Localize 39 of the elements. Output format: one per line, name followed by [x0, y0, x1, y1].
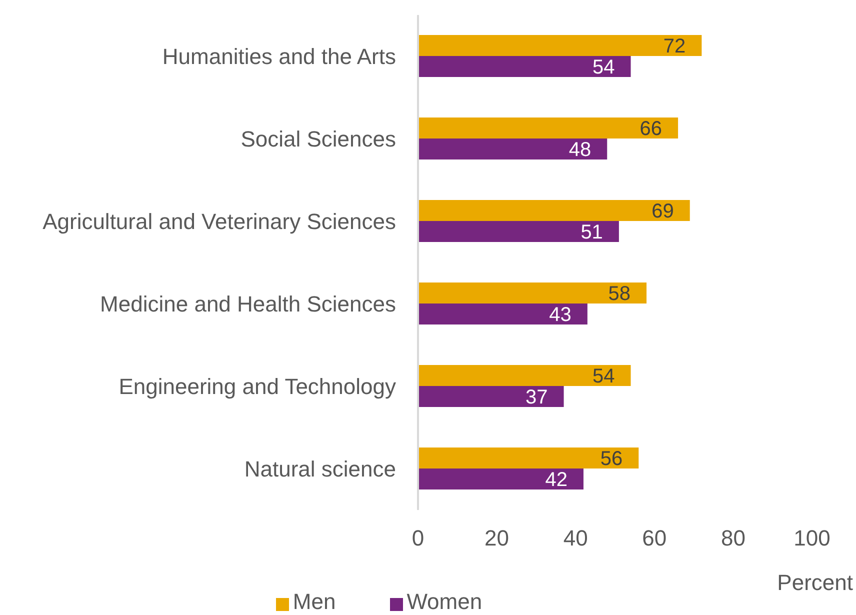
x-tick-label: 20 — [484, 526, 510, 551]
bar — [418, 468, 584, 490]
y-tick-label: Humanities and the Arts — [162, 44, 396, 70]
legend-label: Men — [292, 589, 336, 614]
bar — [418, 56, 631, 77]
data-label: 69 — [652, 200, 674, 223]
x-tick-label: 0 — [412, 526, 424, 551]
data-label: 72 — [663, 36, 686, 58]
data-label: 48 — [568, 139, 592, 162]
bar — [418, 221, 619, 242]
bar — [418, 200, 690, 221]
data-label: 56 — [600, 448, 623, 470]
x-tick-label: 80 — [720, 526, 746, 551]
data-label: 42 — [545, 469, 568, 492]
data-label: 54 — [592, 56, 615, 79]
legend-label: Women — [406, 589, 482, 614]
x-tick-label: 100 — [794, 526, 830, 551]
bar — [418, 386, 564, 407]
y-tick-label: Engineering and Technology — [118, 374, 396, 400]
bar — [418, 282, 647, 304]
x-tick-label: 60 — [642, 526, 667, 551]
x-tick-label: 40 — [563, 526, 588, 551]
y-tick-label: Medicine and Health Sciences — [100, 292, 396, 317]
data-label: 54 — [592, 366, 615, 388]
bar — [418, 448, 639, 468]
bar — [418, 118, 678, 138]
data-label: 51 — [580, 222, 603, 244]
y-tick-label: Social Sciences — [240, 126, 396, 152]
y-tick-label: Natural science — [244, 456, 396, 482]
bar — [418, 365, 631, 386]
data-label: 58 — [608, 283, 631, 306]
bar — [418, 304, 588, 324]
data-label: 66 — [640, 118, 662, 140]
data-label: 37 — [526, 386, 548, 409]
bar — [418, 35, 702, 56]
data-label: 43 — [549, 304, 572, 326]
y-tick-label: Agricultural and Veterinary Sciences — [42, 209, 396, 234]
x-axis-title: Percent — [777, 570, 853, 595]
bar — [418, 138, 608, 160]
